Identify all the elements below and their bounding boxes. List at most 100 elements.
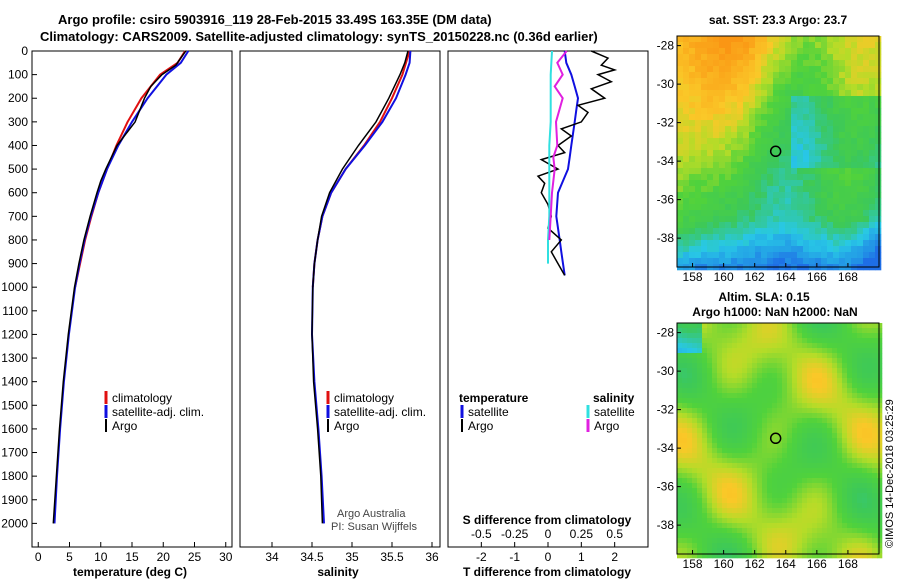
map-cell xyxy=(812,343,818,349)
map-cell xyxy=(827,448,833,454)
map-cell xyxy=(802,473,808,479)
map-cell xyxy=(767,383,773,389)
map-cell xyxy=(877,338,883,344)
map-cell xyxy=(785,96,792,103)
map-cell xyxy=(687,368,693,374)
map-cell xyxy=(877,528,883,534)
map-cell xyxy=(717,378,723,384)
map-cell xyxy=(732,378,738,384)
map-cell xyxy=(782,338,788,344)
map-cell xyxy=(832,403,838,409)
map-cell xyxy=(725,132,732,139)
map-cell xyxy=(712,503,718,509)
map-cell xyxy=(689,192,696,199)
map-cell xyxy=(692,458,698,464)
map-cell xyxy=(875,246,882,253)
map-cell xyxy=(867,518,873,524)
y-tick-label: 1800 xyxy=(1,469,28,483)
map-cell xyxy=(827,478,833,484)
map-cell xyxy=(692,348,698,354)
map-cell xyxy=(752,428,758,434)
map-cell xyxy=(743,228,750,235)
map-cell xyxy=(697,388,703,394)
map-cell xyxy=(847,483,853,489)
map-cell xyxy=(832,433,838,439)
map-cell xyxy=(725,114,732,121)
map-cell xyxy=(697,413,703,419)
map-cell xyxy=(782,358,788,364)
map-cell xyxy=(802,488,808,494)
map-cell xyxy=(821,114,828,121)
map-cell xyxy=(777,548,783,554)
map-cell xyxy=(862,353,868,359)
map-cell xyxy=(857,493,863,499)
map-cell xyxy=(767,498,773,504)
map-cell xyxy=(832,333,838,339)
map-cell xyxy=(875,204,882,211)
map-cell xyxy=(785,78,792,85)
map-cell xyxy=(692,488,698,494)
map-cell xyxy=(817,448,823,454)
map-cell xyxy=(782,478,788,484)
map-cell xyxy=(752,463,758,469)
map-cell xyxy=(842,333,848,339)
credit-pi: PI: Susan Wijffels xyxy=(331,521,417,533)
map-cell xyxy=(792,363,798,369)
map-cell xyxy=(791,162,798,169)
map-cell xyxy=(767,538,773,544)
x-tick-label: 20 xyxy=(157,550,171,564)
map-cell xyxy=(717,518,723,524)
map-cell xyxy=(822,438,828,444)
map-cell xyxy=(752,373,758,379)
map-cell xyxy=(845,222,852,229)
map-cell xyxy=(807,398,813,404)
map-cell xyxy=(803,108,810,115)
map-cell xyxy=(762,498,768,504)
map-cell xyxy=(683,108,690,115)
map-cell xyxy=(707,338,713,344)
map-cell xyxy=(837,403,843,409)
map-cell xyxy=(683,96,690,103)
map-cell xyxy=(719,48,726,55)
map-cell xyxy=(702,338,708,344)
map-y-tick-label: -36 xyxy=(657,193,675,207)
map-cell xyxy=(727,338,733,344)
map-cell xyxy=(777,408,783,414)
map-cell xyxy=(837,483,843,489)
map-cell xyxy=(857,42,864,49)
map-cell xyxy=(863,138,870,145)
map-cell xyxy=(701,192,708,199)
map-cell xyxy=(692,423,698,429)
map-cell xyxy=(827,538,833,544)
map-cell xyxy=(822,488,828,494)
map-cell xyxy=(852,323,858,329)
map-cell xyxy=(863,78,870,85)
map-cell xyxy=(782,498,788,504)
map-cell xyxy=(712,548,718,554)
map-cell xyxy=(792,448,798,454)
map-cell xyxy=(839,204,846,211)
map-cell xyxy=(762,453,768,459)
map-cell xyxy=(787,388,793,394)
map-cell xyxy=(867,333,873,339)
map-cell xyxy=(689,210,696,217)
map-cell xyxy=(803,150,810,157)
y-tick-label: 1300 xyxy=(1,351,28,365)
map-cell xyxy=(875,240,882,247)
map-cell xyxy=(837,373,843,379)
map-cell xyxy=(787,493,793,499)
map-cell xyxy=(809,258,816,265)
map-cell xyxy=(817,393,823,399)
map-cell xyxy=(785,36,792,43)
map-cell xyxy=(845,246,852,253)
map-cell xyxy=(845,72,852,79)
map-cell xyxy=(857,378,863,384)
y-tick-label: 1200 xyxy=(1,327,28,341)
map-cell xyxy=(802,548,808,554)
map-cell xyxy=(742,498,748,504)
map-cell xyxy=(692,538,698,544)
map-cell xyxy=(689,216,696,223)
map-cell xyxy=(742,438,748,444)
map-cell xyxy=(707,488,713,494)
map-cell xyxy=(809,180,816,187)
